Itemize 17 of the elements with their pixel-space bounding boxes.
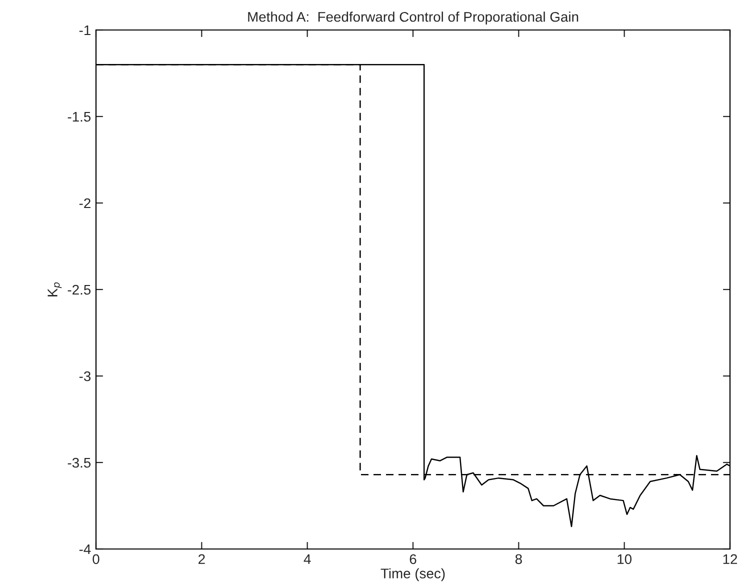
y-tick-label: -1 bbox=[79, 25, 90, 36]
y-axis-title: K$_{p}$ bbox=[48, 282, 62, 296]
y-tick-label: -2 bbox=[79, 198, 90, 208]
x-tick-label: 4 bbox=[304, 554, 311, 564]
x-axis-title: Time (sec) bbox=[380, 568, 445, 582]
x-tick-label: 0 bbox=[92, 554, 100, 564]
y-tick-label: -1.5 bbox=[68, 112, 91, 122]
x-tick-label: 8 bbox=[515, 554, 522, 564]
y-tick-label: -2.5 bbox=[68, 284, 91, 295]
x-tick-label: 12 bbox=[723, 554, 738, 564]
x-tick-label: 10 bbox=[618, 554, 632, 564]
y-tick-label: -3.5 bbox=[68, 458, 91, 468]
y-tick-label: -3 bbox=[79, 371, 91, 382]
chart-title: Method A: Feedforward Control of Proporational Gain bbox=[248, 12, 578, 25]
y-tick-label: -4 bbox=[79, 544, 91, 554]
x-tick-label: 6 bbox=[410, 554, 416, 564]
x-tick-label: 2 bbox=[198, 554, 205, 564]
